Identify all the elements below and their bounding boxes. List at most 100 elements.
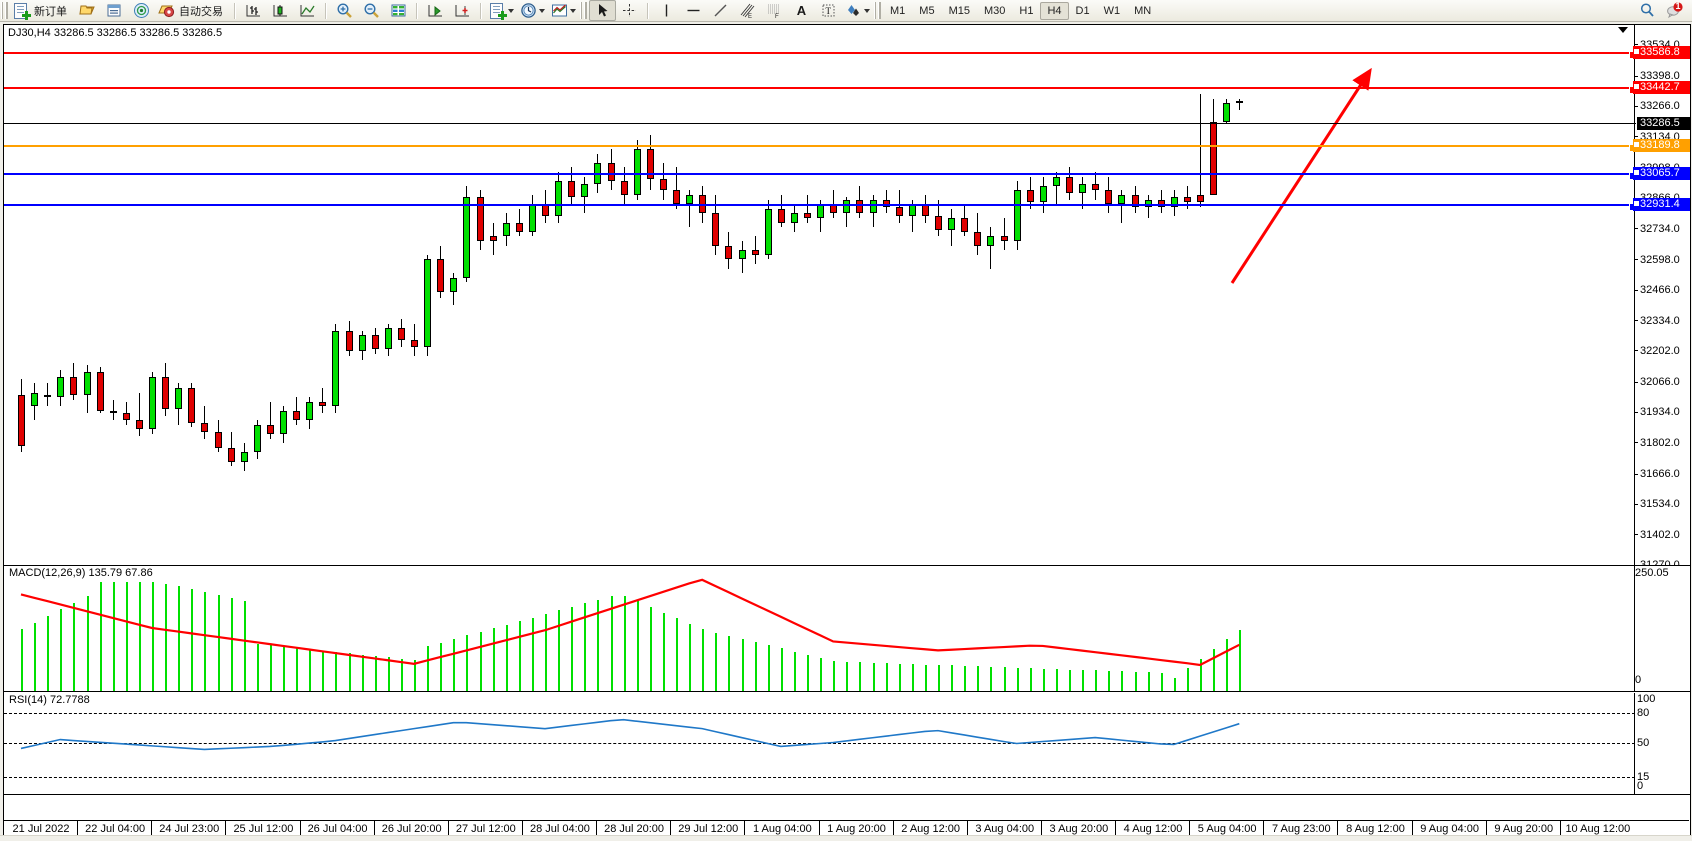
level-handle-square bbox=[1634, 142, 1639, 147]
tab-timeframe-m30[interactable]: M30 bbox=[983, 4, 1006, 17]
rsi-pane[interactable]: 100 80 50 15 0 RSI(14) 72.7788 bbox=[4, 693, 1690, 794]
price-level-label-support-upper-blue[interactable]: 33065.7 bbox=[1633, 167, 1690, 180]
data-window-button[interactable] bbox=[101, 0, 128, 21]
time-axis-separator bbox=[1115, 821, 1117, 838]
time-axis-separator bbox=[151, 821, 153, 838]
find-button[interactable] bbox=[1634, 0, 1661, 21]
price-level-label-current-price[interactable]: 33286.5 bbox=[1637, 117, 1690, 130]
crosshair-button[interactable] bbox=[616, 0, 643, 21]
macd-histogram-bar bbox=[846, 661, 849, 691]
tab-timeframe-m15[interactable]: M15 bbox=[948, 4, 970, 17]
macd-histogram-bar bbox=[623, 595, 626, 691]
macd-histogram-bar bbox=[243, 601, 246, 691]
candlestick bbox=[175, 25, 183, 565]
macd-indicator-label: MACD(12,26,9) 135.79 67.86 bbox=[8, 567, 154, 579]
chart-window[interactable]: 33534.033398.033266.033134.032998.032866… bbox=[3, 24, 1691, 838]
macd-histogram-bar bbox=[138, 582, 141, 691]
text-label-button[interactable]: T bbox=[815, 0, 842, 21]
rsi-tick: 0 bbox=[1637, 780, 1644, 792]
auto-trading-button[interactable]: 自动交易 bbox=[155, 0, 230, 21]
macd-histogram-bar bbox=[558, 610, 561, 691]
cursor-button[interactable] bbox=[589, 0, 616, 21]
grid-icon bbox=[390, 2, 407, 19]
candlestick bbox=[358, 25, 367, 565]
add-indicator-button[interactable] bbox=[486, 0, 517, 21]
rsi-scale[interactable]: 100 80 50 15 0 bbox=[1634, 693, 1690, 794]
text-button[interactable]: A bbox=[788, 0, 815, 21]
chevron-down-icon[interactable] bbox=[508, 8, 514, 13]
chart-scroll-caret-icon[interactable] bbox=[1618, 27, 1628, 33]
macd-pane[interactable]: 250.05 0 MACD(12,26,9) 135.79 67.86 bbox=[4, 566, 1690, 691]
macd-histogram-bar bbox=[1173, 677, 1176, 691]
macd-scale[interactable]: 250.05 0 bbox=[1634, 566, 1690, 691]
auto-scroll-button[interactable] bbox=[422, 0, 449, 21]
price-tick: 31802.0 bbox=[1635, 437, 1680, 449]
price-level-line-current-price[interactable] bbox=[4, 123, 1636, 124]
tab-timeframe-m1[interactable]: M1 bbox=[890, 4, 906, 17]
toolbar-grip-2[interactable] bbox=[580, 2, 587, 19]
line-chart-button[interactable] bbox=[294, 0, 321, 21]
candlestick-chart-button[interactable] bbox=[267, 0, 294, 21]
toolbar-grip-3[interactable] bbox=[874, 2, 881, 19]
rsi-plot-area[interactable] bbox=[4, 693, 1635, 794]
time-axis[interactable]: 21 Jul 2022 22 Jul 04:00 24 Jul 23:00 25 Ju… bbox=[3, 820, 1689, 838]
chevron-down-icon-3[interactable] bbox=[570, 8, 576, 13]
bar-chart-button[interactable] bbox=[240, 0, 267, 21]
trendline-button[interactable] bbox=[707, 0, 734, 21]
price-plot-area[interactable] bbox=[4, 25, 1635, 565]
candlestick bbox=[790, 25, 799, 565]
new-order-button[interactable]: 新订单 bbox=[10, 0, 74, 21]
price-level-label-support-orange[interactable]: 33189.8 bbox=[1633, 139, 1690, 152]
macd-histogram-bar bbox=[348, 653, 351, 691]
tab-timeframe-d1[interactable]: D1 bbox=[1075, 4, 1090, 17]
tab-timeframe-h4[interactable]: H4 bbox=[1040, 1, 1069, 20]
candlestick bbox=[214, 25, 223, 565]
templates-button[interactable] bbox=[548, 0, 579, 21]
chevron-down-icon-4[interactable] bbox=[864, 8, 870, 13]
macd-tick-bottom: 0 bbox=[1635, 674, 1642, 686]
time-axis-separator bbox=[1411, 821, 1413, 838]
chart-shift-button[interactable] bbox=[449, 0, 476, 21]
price-level-line-resistance-lower[interactable] bbox=[4, 86, 1637, 94]
equidistant-channel-button[interactable]: E bbox=[734, 0, 761, 21]
candlestick bbox=[948, 25, 956, 565]
macd-plot-area[interactable] bbox=[4, 566, 1635, 691]
price-level-label-support-lower-blue[interactable]: 32931.4 bbox=[1633, 198, 1690, 211]
price-level-line-support-lower-blue[interactable] bbox=[4, 203, 1637, 211]
price-tick: 32598.0 bbox=[1635, 254, 1680, 266]
candlestick bbox=[738, 25, 747, 565]
price-level-line-resistance-upper[interactable] bbox=[4, 51, 1637, 59]
chevron-down-icon-2[interactable] bbox=[539, 8, 545, 13]
price-level-label-resistance-upper[interactable]: 33586.8 bbox=[1633, 46, 1690, 59]
shapes-button[interactable] bbox=[842, 0, 873, 21]
vertical-line-button[interactable] bbox=[653, 0, 680, 21]
fibonacci-button[interactable]: F bbox=[761, 0, 788, 21]
price-tick: 31270.0 bbox=[1635, 559, 1680, 565]
candlestick bbox=[1052, 25, 1061, 565]
price-scale[interactable]: 33534.033398.033266.033134.032998.032866… bbox=[1634, 25, 1690, 565]
tab-timeframe-h1[interactable]: H1 bbox=[1019, 4, 1034, 17]
zoom-out-button[interactable] bbox=[358, 0, 385, 21]
time-axis-separator bbox=[892, 821, 894, 838]
time-tick-label: 25 Jul 12:00 bbox=[233, 823, 294, 835]
tab-timeframe-m5[interactable]: M5 bbox=[919, 4, 935, 17]
price-tick: 32734.0 bbox=[1635, 223, 1680, 235]
chart-grid-button[interactable] bbox=[385, 0, 412, 21]
macd-histogram-bar bbox=[60, 609, 63, 691]
candlestick bbox=[345, 25, 354, 565]
navigator-button[interactable] bbox=[128, 0, 155, 21]
tab-timeframe-mn[interactable]: MN bbox=[1134, 4, 1152, 17]
toolbar-grip[interactable] bbox=[1, 2, 8, 19]
candlestick bbox=[620, 25, 629, 565]
price-level-line-support-orange[interactable] bbox=[4, 144, 1637, 152]
price-pane[interactable]: 33534.033398.033266.033134.032998.032866… bbox=[4, 25, 1690, 565]
horizontal-line-button[interactable] bbox=[680, 0, 707, 21]
tab-timeframe-w1[interactable]: W1 bbox=[1103, 4, 1121, 17]
notifications-button[interactable]: 1 bbox=[1661, 0, 1688, 21]
expert-advisors-button[interactable] bbox=[74, 0, 101, 21]
zoom-in-button[interactable] bbox=[331, 0, 358, 21]
macd-histogram-bar bbox=[191, 588, 194, 691]
periodicity-button[interactable] bbox=[517, 0, 548, 21]
price-level-label-resistance-lower[interactable]: 33442.7 bbox=[1633, 81, 1690, 94]
price-level-line-support-upper-blue[interactable] bbox=[4, 172, 1637, 180]
